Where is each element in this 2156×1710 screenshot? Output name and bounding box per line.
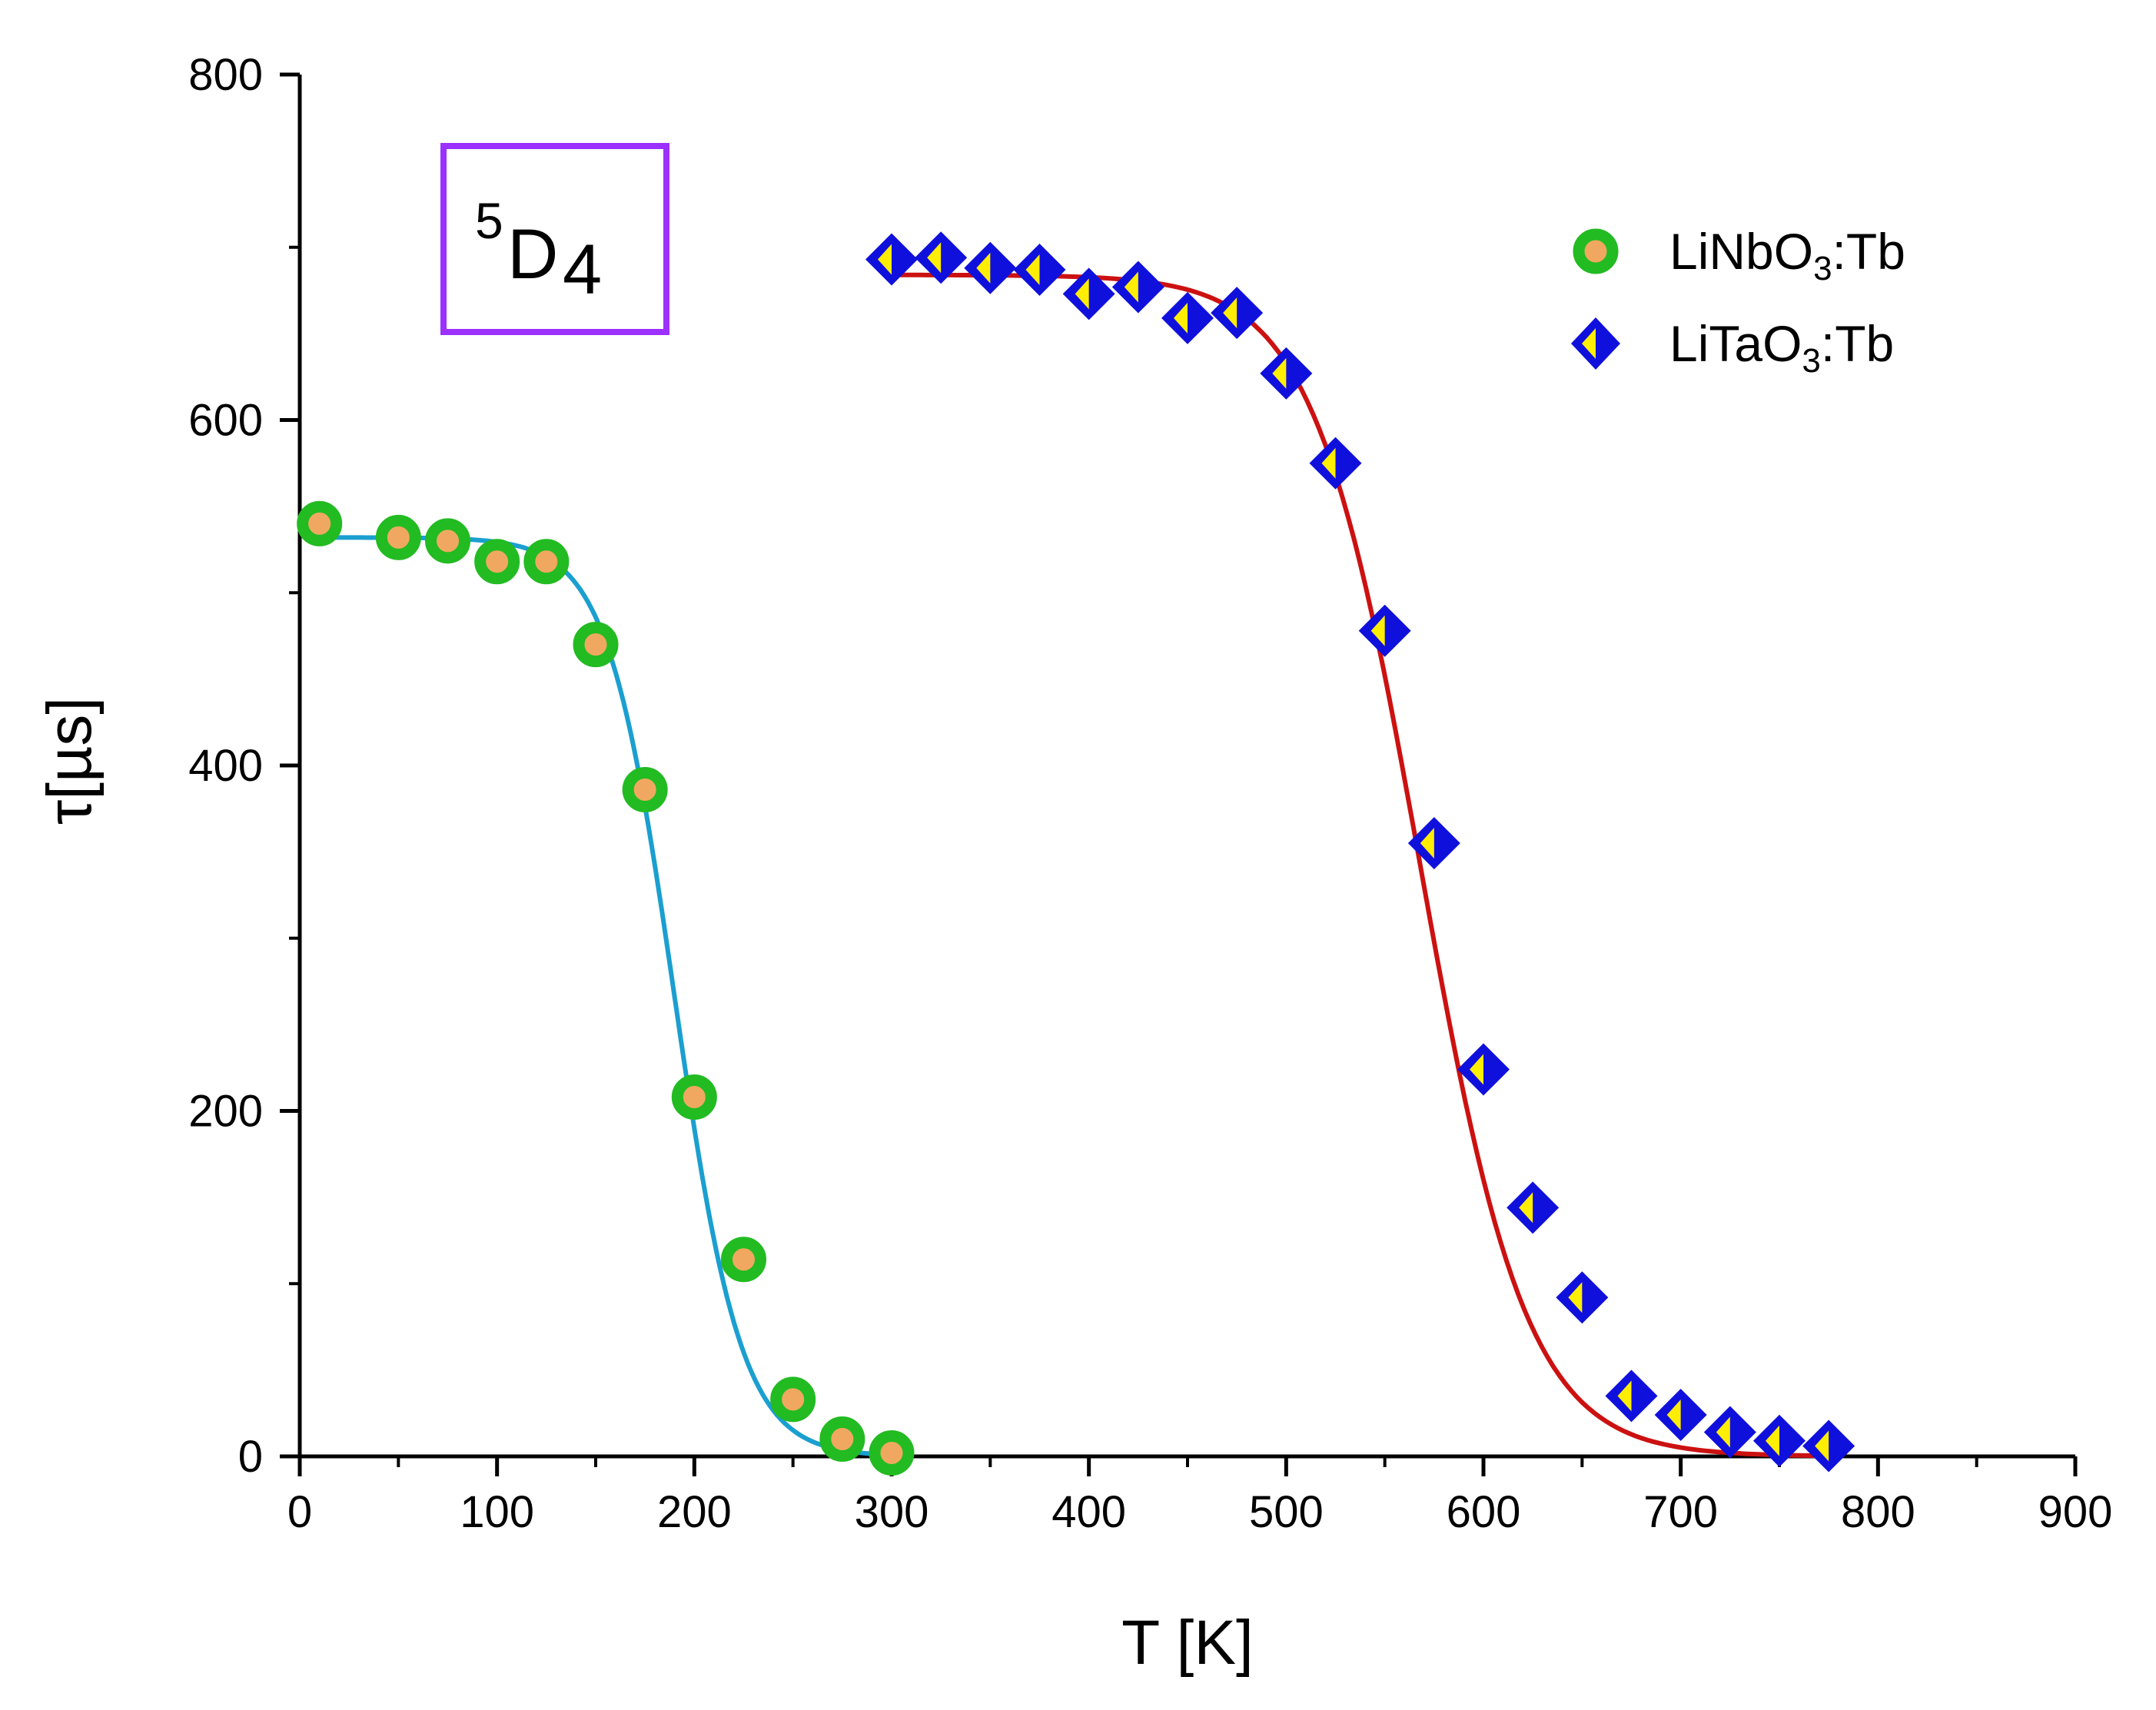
x-tick-label: 500 xyxy=(1249,1487,1324,1537)
annotation-subscript: 4 xyxy=(563,231,602,309)
data-point-litao3 xyxy=(1556,1271,1609,1324)
x-tick-label: 600 xyxy=(1447,1487,1521,1537)
data-points xyxy=(297,231,1855,1476)
annotation-symbol: D xyxy=(507,215,558,294)
data-point-litao3 xyxy=(1654,1389,1707,1442)
x-tick-label: 200 xyxy=(657,1487,732,1537)
data-point-linbo3 xyxy=(573,622,619,668)
y-tick-label: 400 xyxy=(188,741,263,791)
axes: 0 100 200 300 400 500 600 700 800 900 0 200 400 600 80… xyxy=(188,50,2112,1537)
y-tick-label: 200 xyxy=(188,1087,263,1137)
data-point-litao3 xyxy=(1211,287,1264,340)
legend: LiNbO3:Tb LiTaO3:Tb xyxy=(1571,223,1905,380)
data-point-linbo3 xyxy=(523,539,570,585)
x-tick-label: 900 xyxy=(2038,1487,2113,1537)
data-point-litao3 xyxy=(964,241,1017,294)
fit-curve-linbo3 xyxy=(319,535,892,1458)
fit-curve-litao3 xyxy=(892,272,1829,1459)
legend-marker-litao3 xyxy=(1571,317,1620,370)
x-tick-label: 800 xyxy=(1841,1487,1915,1537)
data-point-litao3 xyxy=(1260,347,1313,400)
x-tick-label: 100 xyxy=(460,1487,534,1537)
legend-label-litao3: LiTaO3:Tb xyxy=(1669,315,1894,380)
data-point-litao3 xyxy=(1013,243,1066,296)
data-point-linbo3 xyxy=(869,1430,915,1476)
data-point-litao3 xyxy=(1309,437,1362,490)
x-axis-title: T [K] xyxy=(1121,1608,1254,1678)
data-point-litao3 xyxy=(1161,291,1214,344)
data-point-linbo3 xyxy=(297,500,343,546)
annotation-superscript: 5 xyxy=(475,192,503,249)
y-tick-label: 800 xyxy=(188,50,263,100)
data-point-litao3 xyxy=(1753,1414,1806,1467)
legend-label-linbo3: LiNbO3:Tb xyxy=(1669,223,1905,287)
data-point-litao3 xyxy=(915,231,968,284)
data-point-linbo3 xyxy=(671,1074,717,1121)
x-tick-label: 0 xyxy=(287,1487,312,1537)
data-point-litao3 xyxy=(1802,1419,1855,1473)
data-point-litao3 xyxy=(865,233,918,286)
y-axis-title: τ[µs] xyxy=(35,697,105,825)
data-point-litao3 xyxy=(1358,604,1411,657)
data-point-litao3 xyxy=(1111,261,1164,314)
data-point-litao3 xyxy=(1062,267,1115,320)
data-point-litao3 xyxy=(1507,1181,1560,1234)
data-point-linbo3 xyxy=(474,539,520,585)
y-tick-label: 0 xyxy=(238,1432,263,1482)
data-point-litao3 xyxy=(1605,1370,1658,1423)
annotation-box xyxy=(440,143,669,335)
data-point-linbo3 xyxy=(819,1416,865,1463)
data-point-linbo3 xyxy=(721,1237,766,1283)
x-tick-label: 300 xyxy=(855,1487,929,1537)
data-point-linbo3 xyxy=(770,1376,816,1423)
data-point-litao3 xyxy=(1407,817,1460,870)
data-point-linbo3 xyxy=(622,766,668,812)
data-point-linbo3 xyxy=(375,514,421,560)
x-tick-label: 400 xyxy=(1051,1487,1126,1537)
data-point-litao3 xyxy=(1703,1406,1756,1459)
legend-marker-linbo3 xyxy=(1573,228,1619,274)
x-tick-label: 700 xyxy=(1643,1487,1718,1537)
y-tick-label: 600 xyxy=(188,396,263,446)
data-point-linbo3 xyxy=(425,518,470,564)
data-point-litao3 xyxy=(1457,1043,1510,1096)
fit-curves xyxy=(319,272,1829,1459)
